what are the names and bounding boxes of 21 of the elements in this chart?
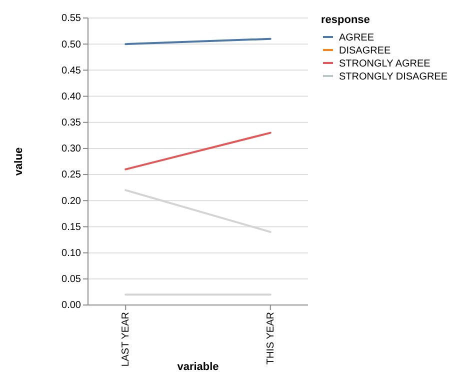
y-tick-label: 0.35 — [62, 118, 82, 129]
y-tick-label: 0.25 — [62, 170, 82, 181]
y-tick-label: 0.05 — [62, 274, 82, 286]
y-tick-label: 0.10 — [62, 248, 82, 260]
legend-title: response — [321, 14, 370, 26]
legend-label: STRONGLY AGREE — [339, 58, 431, 70]
legend-label: AGREE — [339, 32, 374, 44]
x-tick-label: LAST YEAR — [120, 312, 132, 367]
x-axis-title: variable — [177, 361, 219, 373]
legend-label: DISAGREE — [339, 46, 392, 56]
y-axis-title: value — [13, 147, 25, 176]
y-tick-label: 0.15 — [62, 222, 82, 233]
y-tick-label: 0.55 — [62, 13, 82, 24]
y-tick-label: 0.45 — [62, 65, 82, 76]
y-tick-label: 0.30 — [62, 144, 82, 155]
y-tick-label: 0.50 — [62, 39, 82, 50]
y-tick-label: 0.20 — [62, 196, 82, 207]
y-tick-label: 0.00 — [62, 300, 82, 312]
x-tick-label: THIS YEAR — [265, 312, 276, 365]
legend-label: STRONGLY DISAGREE — [339, 72, 448, 82]
y-tick-label: 0.40 — [62, 91, 82, 102]
